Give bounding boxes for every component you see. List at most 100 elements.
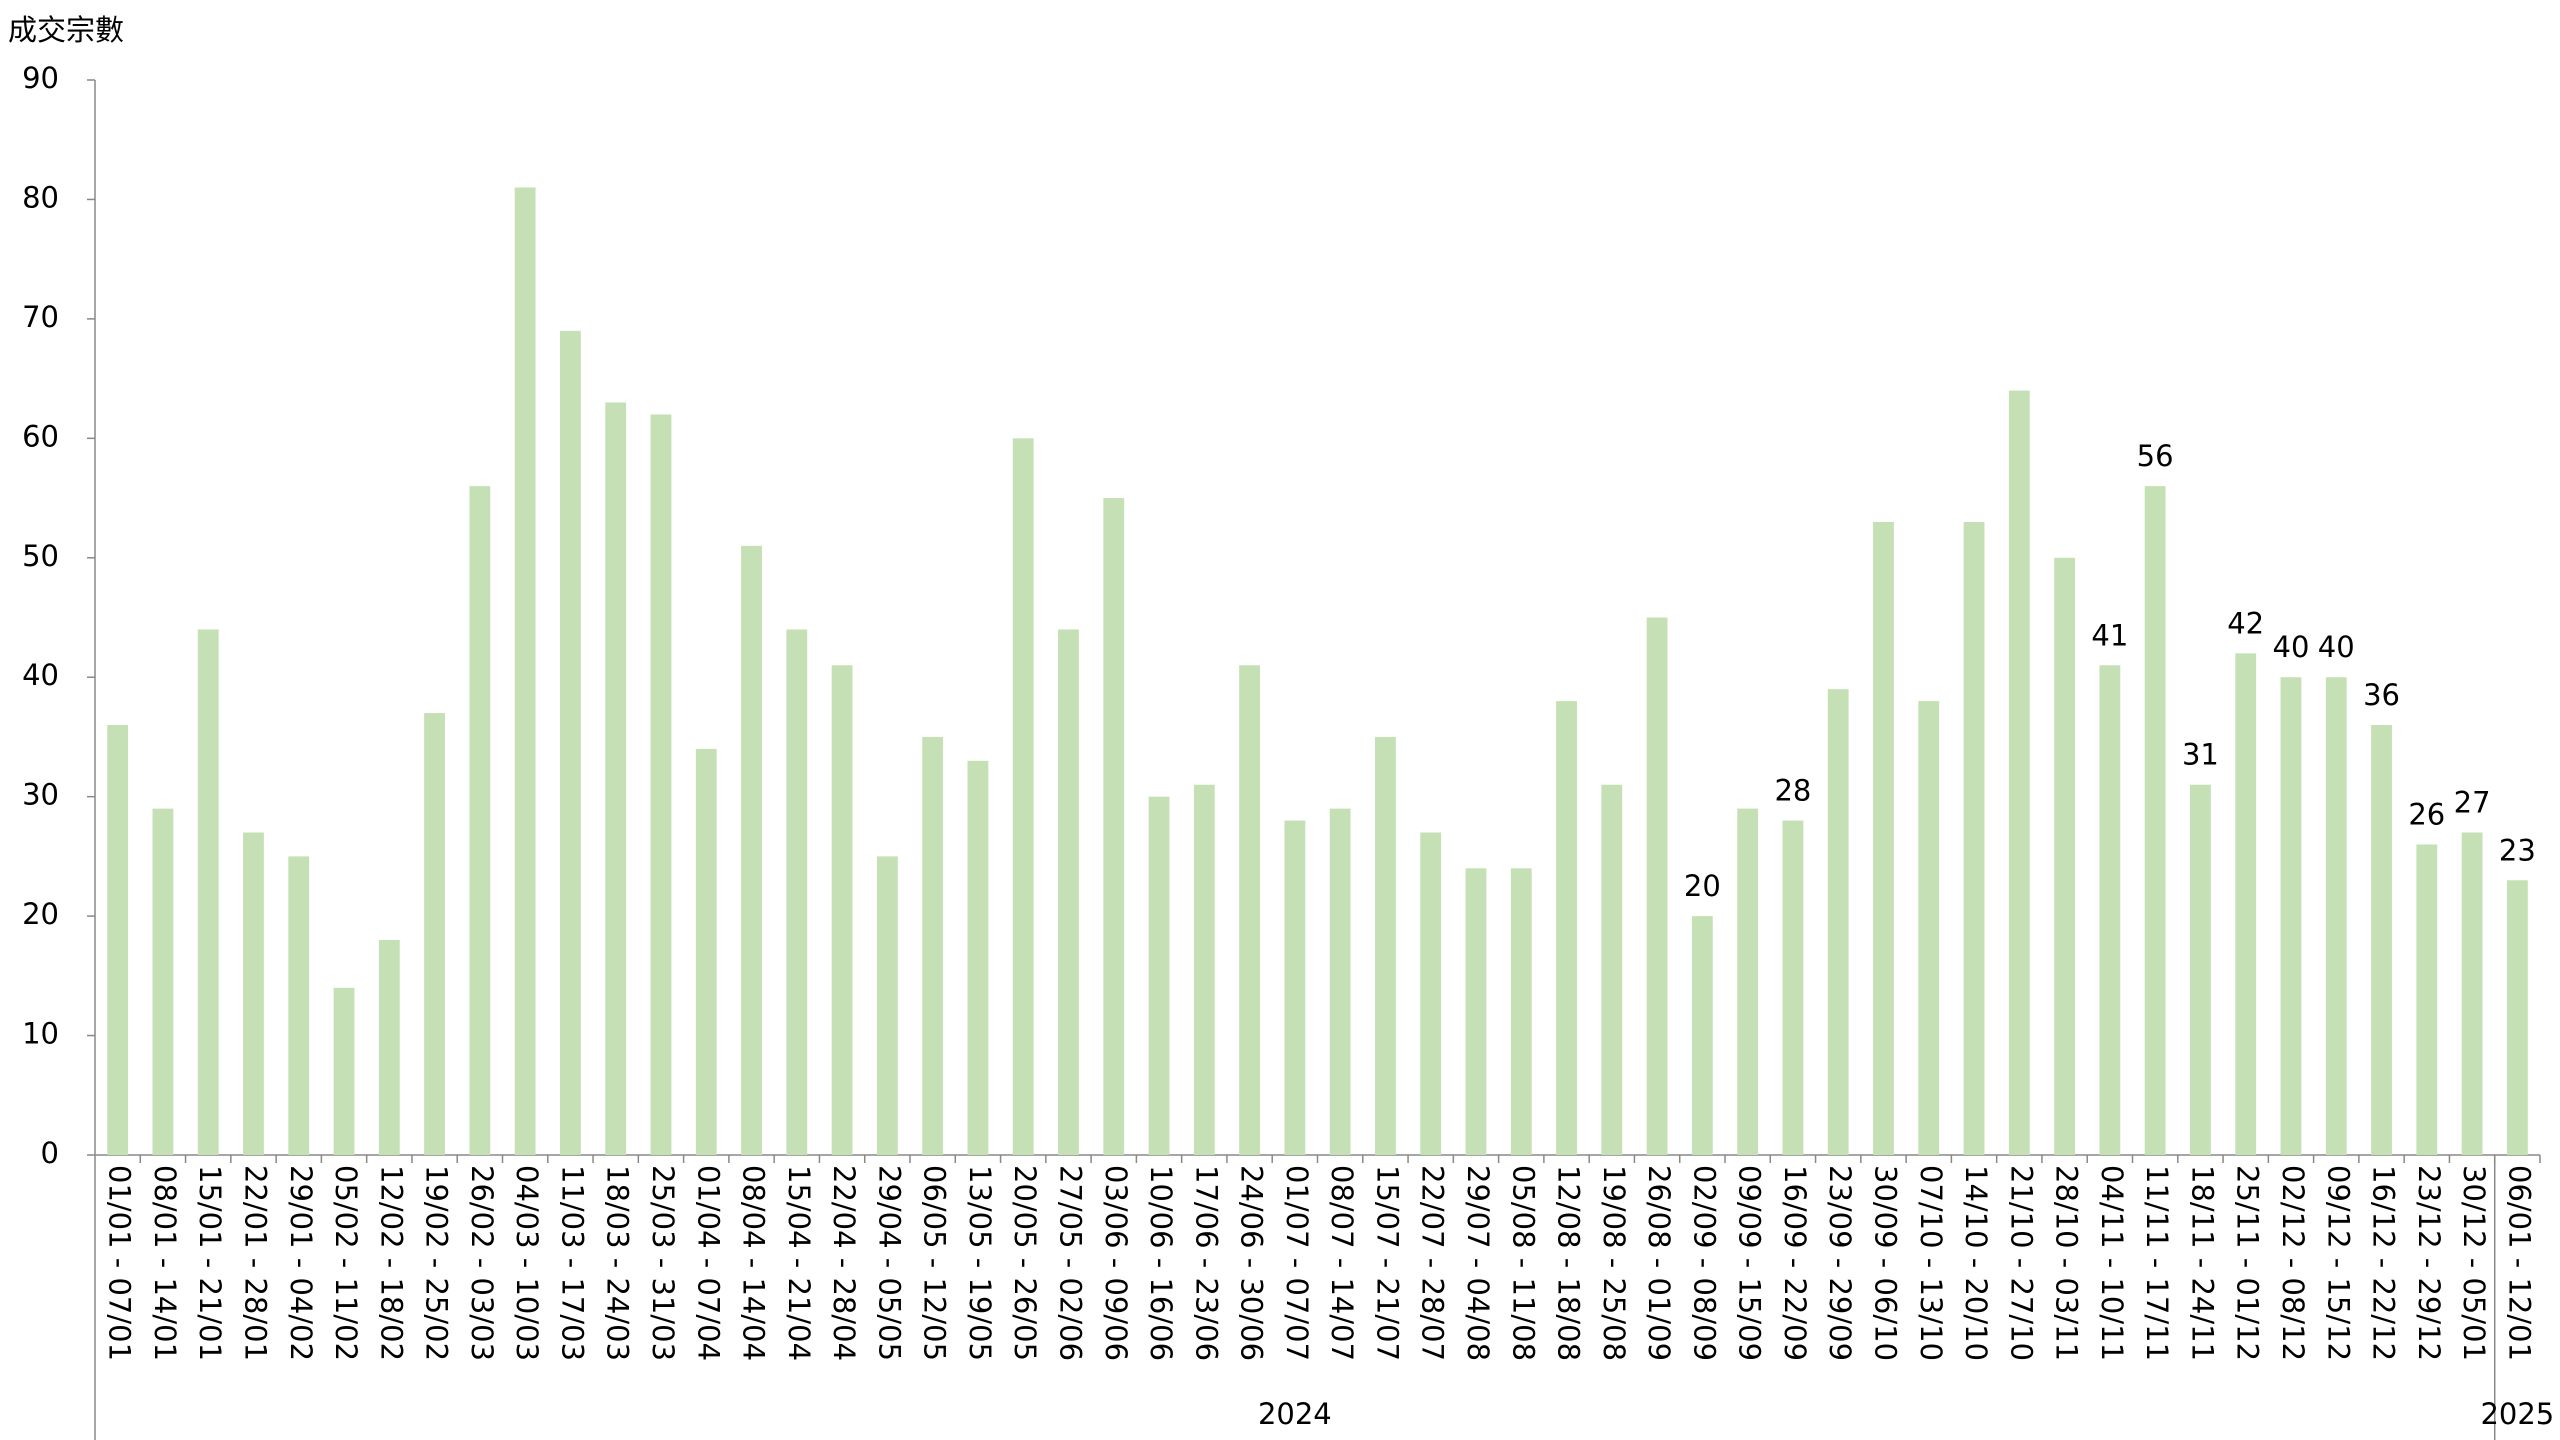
bar <box>1873 521 1894 1155</box>
x-tick-label: 24/06 - 30/06 <box>1235 1165 1269 1361</box>
y-tick-label: 70 <box>22 300 59 334</box>
x-tick-label: 29/07 - 04/08 <box>1461 1165 1495 1361</box>
year-label: 2024 <box>1258 1397 1332 1431</box>
x-tick-label: 11/03 - 17/03 <box>555 1165 589 1361</box>
x-tick-label: 12/02 - 18/02 <box>374 1165 408 1361</box>
bar <box>469 486 491 1156</box>
bar <box>1601 784 1623 1155</box>
x-tick-label: 04/11 - 10/11 <box>2095 1165 2129 1361</box>
x-tick-label: 02/12 - 08/12 <box>2276 1165 2310 1361</box>
y-tick-label: 80 <box>22 180 59 214</box>
bar <box>152 808 174 1155</box>
y-tick-label: 50 <box>22 539 59 573</box>
x-tick-label: 03/06 - 09/06 <box>1099 1165 1133 1361</box>
bar <box>695 748 717 1155</box>
bar <box>243 832 264 1155</box>
x-tick-label: 29/01 - 04/02 <box>284 1165 318 1361</box>
data-label: 40 <box>2273 630 2310 664</box>
data-label: 31 <box>2182 738 2219 772</box>
bar <box>741 545 762 1155</box>
x-tick-label: 02/09 - 08/09 <box>1687 1165 1721 1361</box>
data-label: 40 <box>2318 630 2355 664</box>
data-label: 23 <box>2499 833 2536 867</box>
bar <box>2280 677 2302 1155</box>
bar <box>1691 916 1713 1155</box>
x-tick-label: 19/02 - 25/02 <box>420 1165 454 1361</box>
bar <box>1827 689 1849 1155</box>
bar <box>560 330 581 1155</box>
y-tick-label: 0 <box>41 1136 59 1170</box>
x-tick-label: 08/04 - 14/04 <box>737 1165 771 1361</box>
x-tick-label: 10/06 - 16/06 <box>1144 1165 1178 1361</box>
bar <box>831 665 853 1155</box>
x-tick-label: 21/10 - 27/10 <box>2004 1165 2038 1361</box>
bar <box>1239 665 1260 1155</box>
bar <box>288 856 310 1155</box>
bar <box>2506 880 2528 1155</box>
x-tick-label: 13/05 - 19/05 <box>963 1165 997 1361</box>
x-tick-label: 18/03 - 24/03 <box>601 1165 635 1361</box>
x-tick-label: 11/11 - 17/11 <box>2140 1165 2174 1361</box>
bar <box>2190 784 2211 1155</box>
x-tick-label: 23/09 - 29/09 <box>1823 1165 1857 1361</box>
x-tick-label: 18/11 - 24/11 <box>2185 1165 2219 1361</box>
bar <box>378 940 400 1155</box>
bar <box>922 736 944 1155</box>
x-tick-label: 15/07 - 21/07 <box>1370 1165 1404 1361</box>
x-tick-label: 12/08 - 18/08 <box>1552 1165 1586 1361</box>
data-label: 27 <box>2454 786 2491 820</box>
x-tick-label: 30/09 - 06/10 <box>1868 1165 1902 1361</box>
y-axis-title: 成交宗數 <box>8 13 124 47</box>
bar <box>650 414 672 1155</box>
bar <box>2144 486 2166 1156</box>
bar <box>2461 832 2483 1155</box>
bar <box>1375 736 1396 1155</box>
bar <box>1193 784 1215 1155</box>
x-tick-label: 25/03 - 31/03 <box>646 1165 680 1361</box>
bar <box>424 713 445 1155</box>
x-tick-label: 07/10 - 13/10 <box>1914 1165 1948 1361</box>
bar <box>2325 677 2347 1155</box>
x-tick-label: 05/02 - 11/02 <box>329 1165 363 1361</box>
x-tick-label: 29/04 - 05/05 <box>872 1165 906 1361</box>
data-label: 42 <box>2227 606 2264 640</box>
bar <box>967 760 989 1155</box>
data-label: 56 <box>2137 439 2174 473</box>
x-tick-label: 25/11 - 01/12 <box>2231 1165 2265 1361</box>
bar <box>1556 701 1577 1155</box>
bar <box>605 402 627 1155</box>
x-tick-label: 06/01 - 12/01 <box>2502 1165 2536 1361</box>
bar <box>1058 629 1079 1155</box>
y-tick-label: 60 <box>22 419 59 453</box>
year-label: 2025 <box>2480 1397 2554 1431</box>
bar <box>1284 820 1306 1155</box>
bar <box>876 856 898 1155</box>
x-tick-label: 22/04 - 28/04 <box>827 1165 861 1361</box>
bar <box>1329 808 1351 1155</box>
data-label: 36 <box>2363 678 2400 712</box>
bar <box>2235 653 2257 1155</box>
x-tick-label: 01/07 - 07/07 <box>1280 1165 1314 1361</box>
bar <box>1103 498 1125 1155</box>
bar <box>2008 390 2030 1155</box>
bar <box>1737 808 1759 1155</box>
x-tick-label: 27/05 - 02/06 <box>1053 1165 1087 1361</box>
data-label: 41 <box>2091 618 2128 652</box>
x-tick-label: 01/01 - 07/01 <box>103 1165 137 1361</box>
bar <box>2099 665 2121 1155</box>
x-tick-label: 06/05 - 12/05 <box>918 1165 952 1361</box>
x-tick-label: 19/08 - 25/08 <box>1597 1165 1631 1361</box>
bar <box>1782 820 1804 1155</box>
x-tick-label: 16/09 - 22/09 <box>1778 1165 1812 1361</box>
x-tick-label: 16/12 - 22/12 <box>2367 1165 2401 1361</box>
x-tick-label: 04/03 - 10/03 <box>510 1165 544 1361</box>
bar <box>2416 844 2438 1155</box>
x-tick-label: 22/01 - 28/01 <box>238 1165 272 1361</box>
bar <box>1148 796 1170 1155</box>
data-label: 28 <box>1774 774 1811 808</box>
x-tick-label: 08/01 - 14/01 <box>148 1165 182 1361</box>
x-tick-label: 28/10 - 03/11 <box>2050 1165 2084 1361</box>
x-tick-label: 09/09 - 15/09 <box>1733 1165 1767 1361</box>
bar <box>1420 832 1442 1155</box>
